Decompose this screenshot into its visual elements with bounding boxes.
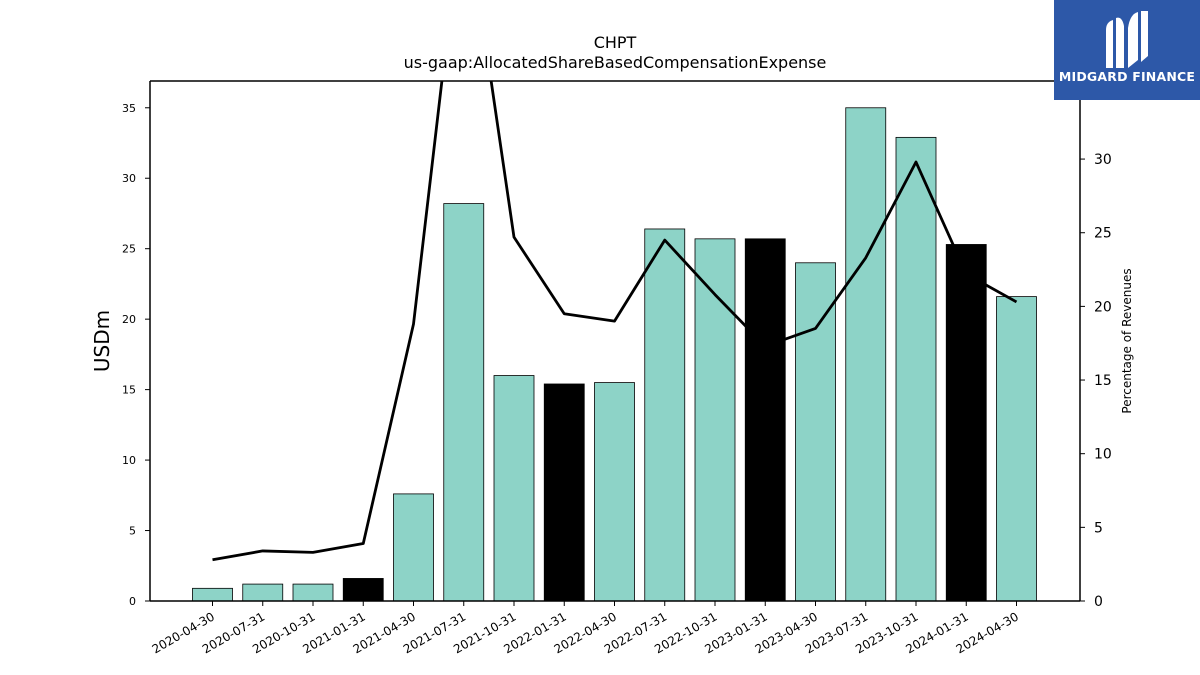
midgard-finance-logo: MIDGARD FINANCE xyxy=(1054,0,1200,100)
y2-tick-label: 20 xyxy=(1094,299,1112,315)
bar xyxy=(895,136,937,602)
bar xyxy=(342,578,384,602)
series-line xyxy=(212,81,1018,562)
y-tick-label: 35 xyxy=(122,102,136,115)
bar xyxy=(192,587,233,602)
bar xyxy=(845,107,887,602)
y-tick-label: 10 xyxy=(122,454,136,467)
bar xyxy=(393,493,434,602)
y2-tick-label: 25 xyxy=(1094,226,1112,242)
y2-tick-label: 15 xyxy=(1094,373,1112,389)
y-tick-label: 25 xyxy=(122,243,136,256)
y-tick-label: 20 xyxy=(122,313,136,326)
y2-tick-label: 5 xyxy=(1094,520,1103,536)
y2-tick-label: 30 xyxy=(1094,152,1112,168)
bar xyxy=(996,296,1037,602)
y-tick-label: 15 xyxy=(122,384,136,397)
chart-subtitle: us-gaap:AllocatedShareBasedCompensationE… xyxy=(404,53,827,72)
bar xyxy=(292,583,334,602)
bar xyxy=(594,382,635,602)
revenue-percentage-line xyxy=(212,81,1018,562)
y-tick-label: 30 xyxy=(122,172,136,185)
y2-tick-label: 0 xyxy=(1094,594,1103,610)
y-tick-label: 0 xyxy=(129,595,136,608)
y2-axis-label: Percentage of Revenues xyxy=(1120,268,1134,413)
y2-tick-label: 10 xyxy=(1094,447,1112,463)
bar xyxy=(694,238,736,602)
bar xyxy=(644,228,686,602)
bar xyxy=(795,262,836,602)
chart-title: CHPT xyxy=(594,33,637,52)
bar xyxy=(744,238,786,602)
bar xyxy=(945,244,987,602)
y-tick-label: 5 xyxy=(129,525,136,538)
bars xyxy=(192,107,1037,602)
bar xyxy=(443,203,485,602)
y-axis-label: USDm xyxy=(90,310,114,372)
bar xyxy=(493,375,535,602)
bar xyxy=(242,583,284,602)
midgard-logo-icon xyxy=(1106,11,1148,68)
logo-text: MIDGARD FINANCE xyxy=(1058,69,1196,84)
bar xyxy=(543,383,585,602)
